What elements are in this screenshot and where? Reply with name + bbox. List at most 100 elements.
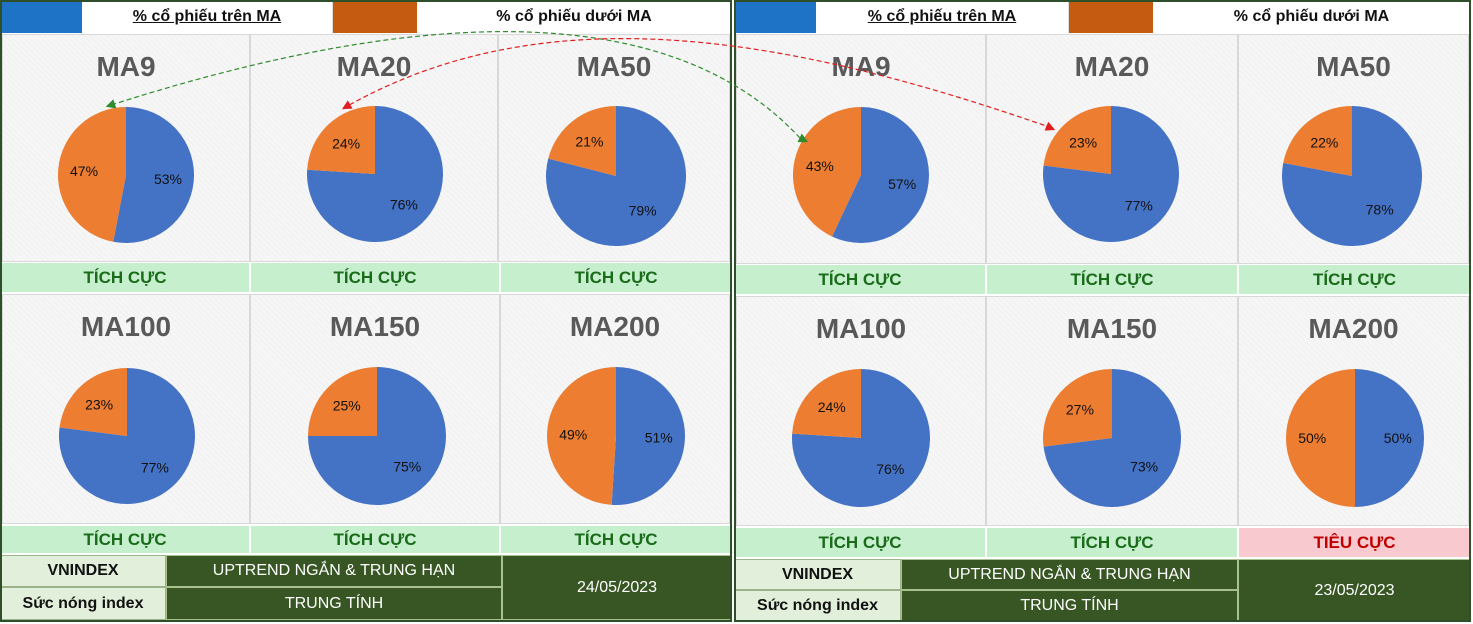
status-ma9: TÍCH CỰC [734,264,986,295]
data-label: 78% [1366,201,1394,217]
data-label: 76% [390,197,418,213]
status-ma200: TÍCH CỰC [500,525,732,554]
heat-value: TRUNG TÍNH [901,590,1238,622]
pie-chart-ma20: 77% 23% [1043,106,1179,242]
pie-cell-ma150: MA150 73% 27% [986,296,1238,526]
status-ma100: TÍCH CỰC [0,525,250,554]
data-label: 57% [888,176,916,192]
status-ma150: TÍCH CỰC [250,525,500,554]
status-ma9: TÍCH CỰC [0,262,250,293]
status-ma20: TÍCH CỰC [250,262,500,293]
pie-title: MA150 [1066,313,1158,344]
pie-title: MA100 [80,311,172,342]
slice-below-ma [1283,106,1352,176]
slice-above-ma [832,107,929,244]
data-label: 25% [333,398,361,414]
slice-above-ma [113,107,195,243]
data-label: 50% [1298,430,1326,446]
legend-above-label: % cổ phiếu trên MA [816,0,1069,33]
pie-cell-ma20: MA20 76% 24% [250,34,498,262]
data-label: 47% [70,163,98,179]
pie-cell-ma200: MA200 50% 50% [1238,296,1469,526]
legend-below-label: % cổ phiếu dưới MA [417,0,732,33]
data-label: 49% [559,427,587,443]
heat-label: Sức nóng index [734,590,901,622]
slice-above-ma [1355,369,1424,507]
data-label: 23% [1069,134,1097,150]
pie-title: MA100 [815,313,907,344]
pie-cell-ma100: MA100 76% 24% [736,296,986,526]
pie-title: MA200 [1308,313,1399,344]
pie-cell-ma100: MA100 77% 23% [2,294,250,524]
legend-below-label: % cổ phiếu dưới MA [1153,0,1471,33]
pie-cell-ma20: MA20 77% 23% [986,34,1238,264]
status-ma100: TÍCH CỰC [734,527,986,558]
legend-bar: % cổ phiếu trên MA % cổ phiếu dưới MA [0,0,732,33]
slice-below-ma [1286,369,1355,507]
legend-above-swatch [734,0,816,33]
data-label: 51% [645,429,673,445]
slice-above-ma [1043,369,1181,507]
data-label: 24% [818,399,846,415]
status-ma20: TÍCH CỰC [986,264,1238,295]
slice-below-ma [793,107,861,237]
status-ma50: TÍCH CỰC [1238,264,1471,295]
pie-chart-ma20: 76% 24% [307,106,443,243]
data-label: 53% [154,171,182,187]
legend-below-swatch [333,0,417,33]
data-label: 76% [876,461,904,477]
pie-chart-ma100: 76% 24% [792,369,930,507]
pie-chart-ma150: 73% 27% [1043,369,1181,507]
data-label: 75% [393,458,421,474]
pie-title: MA50 [1316,51,1391,82]
data-label: 77% [141,460,169,476]
pie-title: MA150 [329,311,421,342]
trend-value: UPTREND NGẮN & TRUNG HẠN [166,555,502,587]
data-label: 24% [332,135,360,151]
date-value: 23/05/2023 [1238,559,1471,622]
slice-below-ma [1043,106,1111,174]
pie-chart-ma200: 50% 50% [1286,369,1424,507]
pie-cell-ma50: MA50 79% 21% [498,34,730,262]
slice-below-ma [59,368,127,436]
slice-above-ma [611,367,685,505]
status-ma150: TÍCH CỰC [986,527,1238,558]
slice-below-ma [308,367,377,436]
pie-title: MA200 [569,311,661,342]
legend-below-swatch [1069,0,1153,33]
pie-chart-ma9: 53% 47% [58,107,195,243]
legend-above-swatch [0,0,82,33]
pie-chart-ma50: 79% 21% [546,106,686,246]
data-label: 77% [1125,198,1153,214]
legend-above-label: % cổ phiếu trên MA [82,0,333,33]
pie-chart-ma200: 51% 49% [546,367,685,505]
data-label: 50% [1384,430,1412,446]
pie-chart-ma50: 78% 22% [1282,106,1422,247]
pie-chart-ma150: 75% 25% [308,367,446,505]
status-ma50: TÍCH CỰC [500,262,732,293]
panel-left: % cổ phiếu trên MA % cổ phiếu dưới MA MA… [0,0,732,622]
pie-chart-ma100: 77% 23% [59,368,196,504]
pie-cell-ma9: MA9 57% 43% [736,34,986,264]
status-ma200: TIÊU CỰC [1238,527,1471,558]
pie-title: MA20 [1074,51,1150,82]
slice-below-ma [58,107,127,242]
data-label: 73% [1130,458,1158,474]
data-label: 43% [806,158,834,174]
slice-below-ma [546,367,616,505]
heat-value: TRUNG TÍNH [166,587,502,620]
vnindex-label: VNINDEX [0,555,166,587]
data-label: 23% [85,396,113,412]
pie-cell-ma50: MA50 78% 22% [1238,34,1469,264]
data-label: 21% [575,134,603,150]
legend-bar: % cổ phiếu trên MA % cổ phiếu dưới MA [734,0,1471,33]
slice-below-ma [792,369,861,438]
pie-cell-ma200: MA200 51% 49% [500,294,730,524]
trend-value: UPTREND NGẮN & TRUNG HẠN [901,559,1238,590]
data-label: 79% [629,202,657,218]
pie-cell-ma150: MA150 75% 25% [250,294,500,524]
pie-chart-ma9: 57% 43% [793,107,929,244]
vnindex-label: VNINDEX [734,559,901,590]
slice-below-ma [1043,369,1112,447]
date-value: 24/05/2023 [502,555,732,620]
